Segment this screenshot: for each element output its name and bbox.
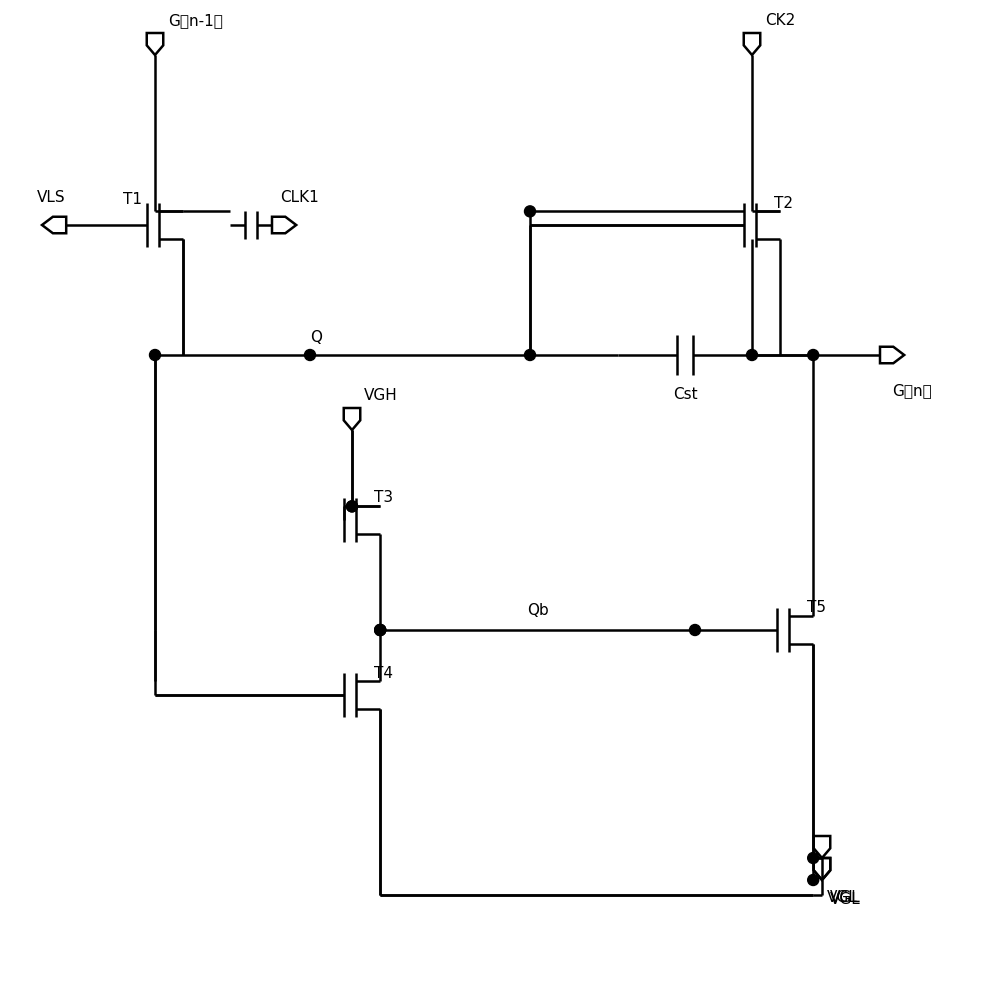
Text: CLK1: CLK1 xyxy=(280,190,319,205)
Circle shape xyxy=(375,625,386,636)
Text: VGH: VGH xyxy=(364,388,398,403)
Circle shape xyxy=(746,349,758,360)
Text: Cst: Cst xyxy=(673,387,697,402)
Text: VGL: VGL xyxy=(830,890,861,905)
Text: T5: T5 xyxy=(807,601,826,616)
Circle shape xyxy=(524,206,536,217)
Circle shape xyxy=(375,625,386,636)
Text: T4: T4 xyxy=(374,665,393,680)
Text: G（n）: G（n） xyxy=(892,383,932,398)
Circle shape xyxy=(347,501,358,512)
Circle shape xyxy=(347,501,358,512)
Circle shape xyxy=(808,349,819,360)
Circle shape xyxy=(690,625,700,636)
Circle shape xyxy=(808,874,819,885)
Text: Q: Q xyxy=(310,330,322,345)
Text: VGL: VGL xyxy=(830,892,861,907)
Circle shape xyxy=(150,349,160,360)
Circle shape xyxy=(375,625,386,636)
Text: CK2: CK2 xyxy=(765,13,795,28)
Text: VGL: VGL xyxy=(827,890,858,905)
Text: Qb: Qb xyxy=(528,603,549,618)
Circle shape xyxy=(808,852,819,863)
Text: G（n-1）: G（n-1） xyxy=(168,13,223,28)
Text: T2: T2 xyxy=(774,195,793,211)
Text: T3: T3 xyxy=(374,490,393,506)
Text: VLS: VLS xyxy=(37,190,66,205)
Circle shape xyxy=(524,349,536,360)
Text: T1: T1 xyxy=(123,191,142,207)
Circle shape xyxy=(304,349,316,360)
